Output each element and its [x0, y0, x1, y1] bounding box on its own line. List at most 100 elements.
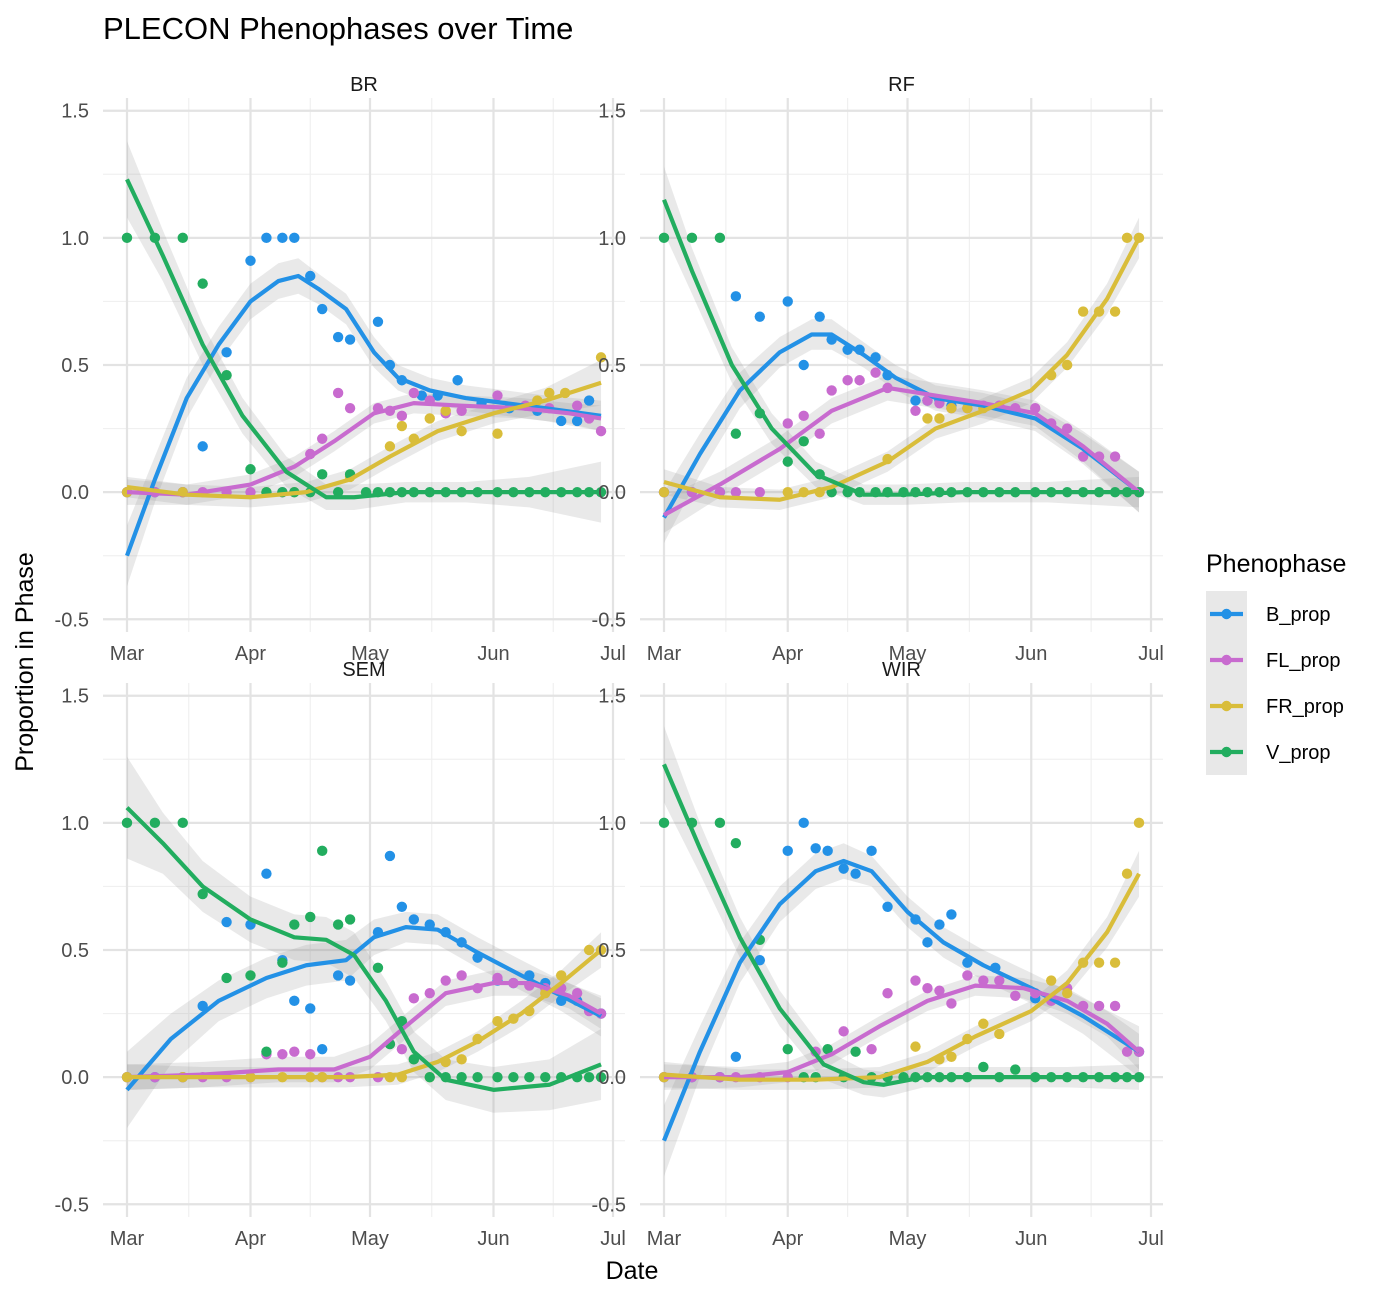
x-tick-label: Jun	[477, 643, 509, 665]
smooth-line-b-prop	[662, 332, 1141, 519]
y-tick-label: 1.5	[61, 686, 89, 708]
point-fr-prop	[994, 1028, 1005, 1040]
point-b-prop	[798, 817, 809, 829]
point-fr-prop	[456, 1054, 467, 1065]
legend-key-point-fl-prop	[1221, 654, 1232, 666]
point-v-prop	[472, 1071, 483, 1083]
legend-label-fr-prop: FR_prop	[1266, 696, 1344, 718]
point-b-prop	[261, 232, 272, 244]
point-fl-prop	[814, 428, 825, 439]
point-fl-prop	[798, 410, 809, 422]
point-fl-prop	[492, 972, 503, 984]
point-fl-prop	[1010, 990, 1021, 1001]
confidence-band-v-prop	[127, 756, 602, 1113]
point-fl-prop	[730, 486, 742, 498]
point-b-prop	[197, 441, 208, 452]
point-b-prop	[798, 359, 809, 371]
point-fl-prop	[870, 367, 881, 378]
point-fr-prop	[1093, 957, 1105, 968]
point-v-prop	[583, 1071, 595, 1083]
smooth-line-v-prop	[662, 763, 1140, 1087]
point-b-prop	[866, 845, 877, 857]
smooth-line-fl-prop	[664, 983, 1141, 1080]
point-fr-prop	[1046, 975, 1057, 986]
x-tick-label: Jul	[1138, 643, 1164, 665]
x-tick-label: May	[351, 643, 389, 665]
point-v-prop	[595, 1071, 607, 1083]
point-b-prop	[197, 1000, 208, 1012]
x-tick-label: May	[889, 643, 927, 665]
point-v-prop	[121, 817, 133, 829]
point-v-prop	[456, 1071, 467, 1083]
point-fl-prop	[332, 387, 344, 399]
point-fr-prop	[384, 441, 396, 452]
facet-rf: RF -0.5 0.0 0.5 1.0 1.5 Mar Apr May Jun Jul	[592, 74, 1164, 665]
point-b-prop	[822, 845, 833, 857]
point-v-prop	[492, 1071, 503, 1083]
facet-label-br: BR	[350, 74, 378, 96]
facet-panels: BR -0.5 0.0 0.5 1.0 1.5 Mar Apr May Jun Jul RF -0.5 0…	[55, 74, 1164, 1250]
point-v-prop	[221, 972, 232, 984]
point-v-prop	[1010, 1064, 1021, 1075]
y-tick-label: 0.0	[598, 1067, 626, 1089]
point-fl-prop	[344, 403, 356, 414]
point-fl-prop	[782, 418, 793, 429]
facet-label-rf: RF	[888, 74, 915, 96]
point-fr-prop	[782, 486, 793, 498]
point-b-prop	[332, 331, 344, 343]
point-fr-prop	[922, 413, 933, 424]
smooth-line-v-prop	[125, 806, 602, 1092]
point-b-prop	[452, 375, 463, 386]
x-tick-label: Jul	[1138, 1228, 1164, 1250]
point-v-prop	[850, 1046, 861, 1057]
y-tick-label: 0.5	[598, 940, 626, 962]
legend-key-point-b-prop	[1221, 608, 1232, 620]
point-b-prop	[882, 901, 893, 912]
smooth-line-fl-prop	[662, 385, 1141, 517]
point-v-prop	[714, 817, 726, 829]
facet-label-wir: WIR	[882, 659, 921, 681]
point-b-prop	[934, 919, 945, 930]
point-fl-prop	[316, 433, 328, 444]
point-fl-prop	[571, 400, 583, 411]
smooth-line-fr-prop	[126, 380, 602, 500]
point-fl-prop	[571, 988, 583, 999]
point-b-prop	[289, 995, 300, 1007]
y-tick-label: 1.5	[61, 101, 89, 123]
point-v-prop	[332, 486, 344, 498]
y-tick-label: 0.0	[61, 1067, 89, 1089]
point-fr-prop	[121, 486, 133, 498]
point-b-prop	[910, 395, 921, 406]
chart-title: PLECON Phenophases over Time	[103, 11, 573, 46]
point-b-prop	[583, 395, 595, 406]
point-fl-prop	[1093, 1000, 1105, 1012]
point-v-prop	[686, 232, 698, 244]
point-v-prop	[508, 1071, 519, 1083]
facet-br: BR -0.5 0.0 0.5 1.0 1.5 Mar Apr May Jun Jul	[55, 74, 626, 665]
point-fl-prop	[854, 375, 865, 386]
point-fl-prop	[882, 988, 893, 999]
legend-label-v-prop: V_prop	[1266, 742, 1331, 764]
point-v-prop	[197, 278, 208, 289]
point-b-prop	[316, 303, 328, 315]
point-fl-prop	[842, 375, 853, 386]
point-v-prop	[714, 232, 726, 244]
point-b-prop	[782, 296, 793, 307]
point-v-prop	[245, 464, 256, 475]
x-tick-label: Apr	[235, 1228, 266, 1250]
point-fl-prop	[866, 1043, 877, 1055]
x-tick-label: Jun	[1015, 1228, 1047, 1250]
y-tick-label: 1.5	[598, 686, 626, 708]
point-fl-prop	[1109, 1000, 1121, 1012]
smooth-line-b-prop	[662, 858, 1141, 1142]
x-tick-label: Apr	[235, 643, 266, 665]
point-fr-prop	[583, 944, 595, 956]
x-tick-label: Jun	[1015, 643, 1047, 665]
point-fl-prop	[1121, 1046, 1133, 1057]
point-fr-prop	[1121, 868, 1133, 879]
point-b-prop	[754, 311, 766, 322]
confidence-band-v-prop	[127, 141, 602, 523]
point-v-prop	[658, 232, 670, 244]
point-fr-prop	[424, 413, 435, 424]
point-v-prop	[730, 838, 742, 849]
